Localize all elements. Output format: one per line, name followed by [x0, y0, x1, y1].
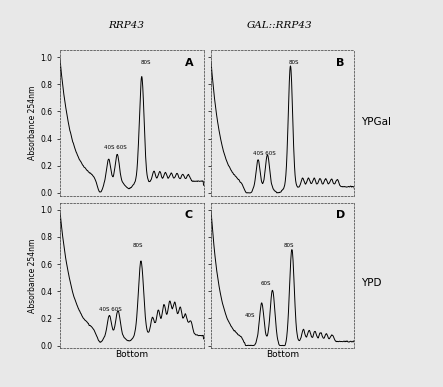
X-axis label: Bottom: Bottom [266, 350, 299, 359]
Text: YPGal: YPGal [361, 117, 391, 127]
Text: 60S: 60S [260, 281, 271, 286]
Text: 80S: 80S [289, 60, 299, 65]
Text: C: C [185, 210, 193, 220]
Text: GAL::RRP43: GAL::RRP43 [246, 21, 312, 30]
X-axis label: Bottom: Bottom [115, 350, 148, 359]
Text: YPD: YPD [361, 277, 381, 288]
Text: B: B [336, 58, 344, 68]
Text: 80S: 80S [284, 243, 295, 248]
Text: D: D [336, 210, 345, 220]
Text: 80S: 80S [133, 243, 144, 248]
Text: 40S 60S: 40S 60S [99, 307, 122, 312]
Text: 80S: 80S [141, 60, 152, 65]
Text: 40S 60S: 40S 60S [104, 145, 126, 150]
Text: 40S 60S: 40S 60S [253, 151, 276, 156]
Y-axis label: Absorbance 254nm: Absorbance 254nm [28, 238, 37, 313]
Text: RRP43: RRP43 [108, 21, 144, 30]
Y-axis label: Absorbance 254nm: Absorbance 254nm [28, 86, 37, 160]
Text: 40S: 40S [245, 313, 255, 319]
Text: A: A [185, 58, 194, 68]
